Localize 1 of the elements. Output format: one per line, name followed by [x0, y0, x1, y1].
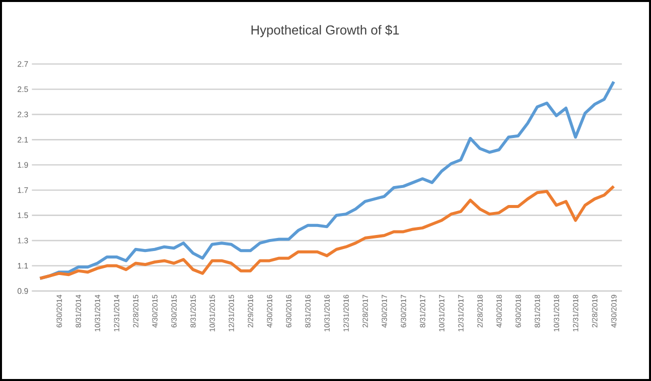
chart-title: Hypothetical Growth of $1	[252, 24, 399, 38]
